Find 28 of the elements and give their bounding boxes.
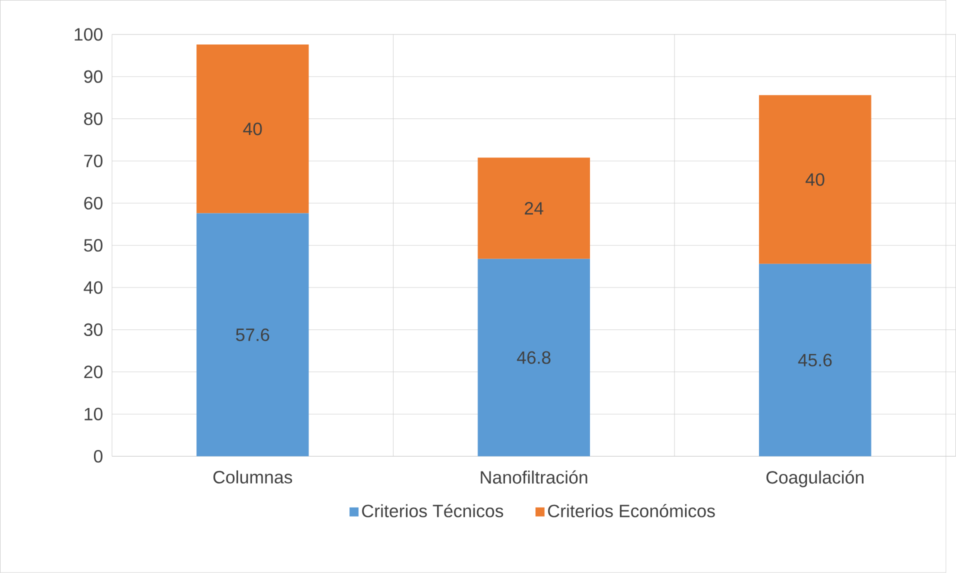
bar <box>196 213 309 456</box>
bar <box>478 258 590 456</box>
bar <box>196 44 309 214</box>
y-tick-label: 80 <box>84 112 102 126</box>
x-tick-label: Nanofiltración <box>480 470 588 484</box>
legend-label: Criterios Económicos <box>548 504 715 518</box>
y-tick-label: 50 <box>84 239 102 252</box>
y-tick-label: 100 <box>74 28 102 41</box>
data-label: 24 <box>524 202 544 214</box>
x-tick-label: Columnas <box>213 470 292 484</box>
x-tick-label: Coagulación <box>766 470 864 488</box>
legend-label: Criterios Técnicos <box>362 504 504 518</box>
data-label: 40 <box>243 122 262 136</box>
y-tick-label: 20 <box>84 366 102 378</box>
data-label: 46.8 <box>516 351 550 364</box>
data-label: 45.6 <box>798 354 832 366</box>
y-tick-label: 10 <box>84 408 102 420</box>
y-tick-label: 70 <box>84 154 102 168</box>
bar <box>759 95 872 264</box>
data-label: 57.6 <box>236 328 270 342</box>
data-label: 40 <box>806 173 824 186</box>
y-tick-label: 0 <box>94 450 102 463</box>
y-tick-label: 40 <box>84 281 102 294</box>
y-tick-label: 30 <box>84 323 102 336</box>
bar <box>759 264 872 456</box>
y-tick-label: 60 <box>84 196 102 210</box>
y-tick-label: 90 <box>84 70 102 83</box>
bar <box>478 158 590 259</box>
